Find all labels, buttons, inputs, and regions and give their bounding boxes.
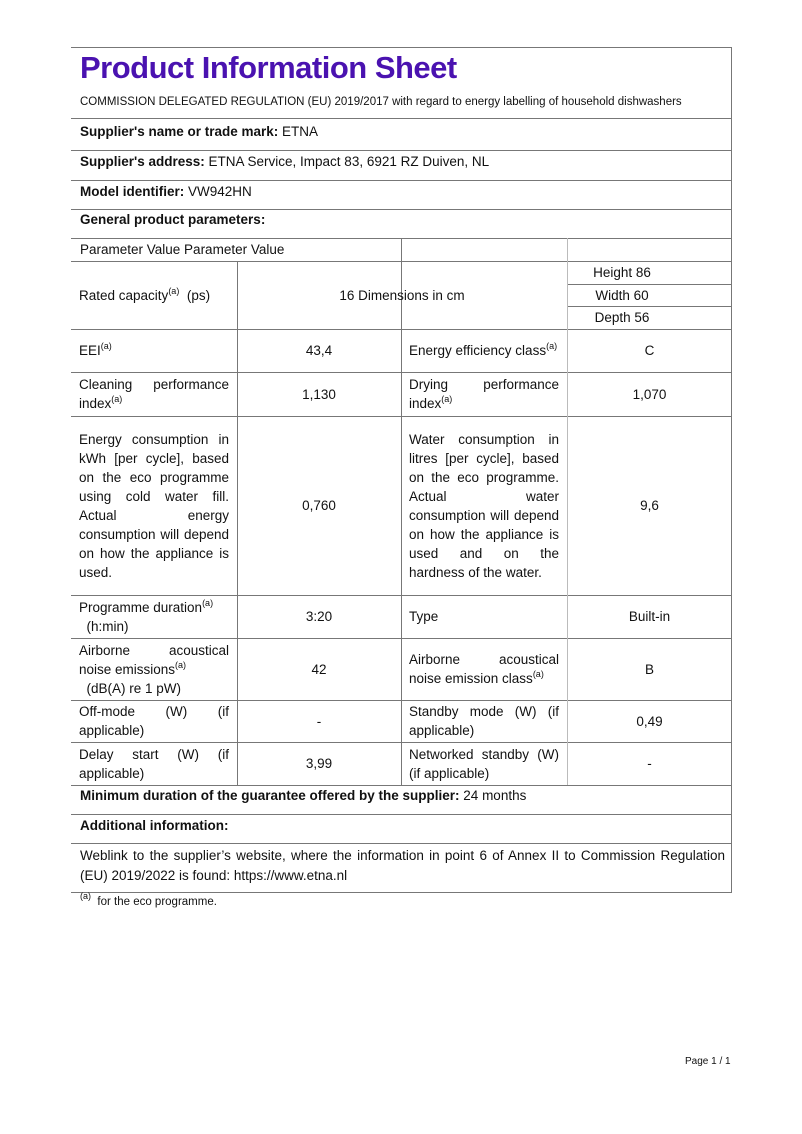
rated-capacity-label: Rated capacity(a) (ps) xyxy=(71,261,237,329)
unit-text: (dB(A) re 1 pW) xyxy=(86,680,182,696)
general-params-label: General product parameters: xyxy=(80,212,266,227)
energy-class-value: C xyxy=(644,343,655,358)
water-consumption-label: Water consumption in litres [per cycle],… xyxy=(409,431,559,580)
model-value: VW942HN xyxy=(188,184,252,199)
superscript: (a) xyxy=(546,341,558,351)
type-value: Built-in xyxy=(628,609,671,624)
divider xyxy=(71,209,732,210)
divider xyxy=(567,306,732,307)
noise-value: 42 xyxy=(311,661,327,677)
standby-label: Standby mode (W) (if applicable) xyxy=(409,704,559,738)
page-title: Product Information Sheet xyxy=(80,50,457,85)
cleaning-label: Cleaning performance index(a) xyxy=(71,372,237,416)
standby-value: 0,49 xyxy=(636,713,663,729)
energy-consumption-label: Energy consumption in kWh [per cycle], b… xyxy=(79,431,229,580)
duration-value: 3:20 xyxy=(305,609,333,624)
noise-class-value: B xyxy=(644,661,654,677)
divider xyxy=(71,150,732,151)
label-text: Programme duration xyxy=(79,599,203,615)
depth-value: Depth 56 xyxy=(594,310,650,325)
divider xyxy=(71,892,732,893)
delay-start-value: 3,99 xyxy=(305,756,333,771)
superscript: (a) xyxy=(202,597,214,608)
page-number: Page 1 / 1 xyxy=(685,1056,731,1067)
footnote: (a) for the eco programme. xyxy=(80,892,217,909)
label-text: Cleaning performance index xyxy=(79,377,229,411)
unit-text: (h:min) xyxy=(86,618,129,634)
guarantee-row: Minimum duration of the guarantee offere… xyxy=(80,788,526,803)
divider xyxy=(71,814,732,815)
general-params-row: General product parameters: xyxy=(80,212,265,227)
label-text: EEI xyxy=(79,343,101,358)
superscript: (a) xyxy=(532,669,544,679)
noise-label: Airborne acoustical noise emissions(a) (… xyxy=(71,638,237,700)
supplier-name-value: ETNA xyxy=(282,124,319,139)
delay-start-label: Delay start (W) (if applicable) xyxy=(79,746,229,781)
eei-value: 43,4 xyxy=(305,343,333,358)
guarantee-label: Minimum duration of the guarantee offere… xyxy=(80,788,460,803)
column-line xyxy=(401,238,402,785)
off-mode-label: Off-mode (W) (if applicable) xyxy=(79,704,229,738)
divider xyxy=(71,118,732,119)
noise-class-label: Airborne acoustical noise emission class… xyxy=(401,638,567,700)
height-value: Height 86 xyxy=(593,265,651,280)
superscript: (a) xyxy=(80,891,91,901)
networked-standby-label: Networked standby (W) (if applicable) xyxy=(409,746,559,781)
sheet-frame xyxy=(71,47,732,893)
additional-info-label: Additional information: xyxy=(80,818,229,833)
supplier-address-label: Supplier's address: xyxy=(80,154,205,169)
divider xyxy=(71,843,732,844)
column-line xyxy=(237,261,238,785)
supplier-address-value: ETNA Service, Impact 83, 6921 RZ Duiven,… xyxy=(208,154,490,169)
label-text: Energy efficiency class xyxy=(409,343,547,358)
superscript: (a) xyxy=(168,285,180,296)
superscript: (a) xyxy=(441,394,453,404)
model-label: Model identifier: xyxy=(80,184,185,199)
energy-consumption-value: 0,760 xyxy=(302,498,336,513)
model-row: Model identifier: VW942HN xyxy=(80,184,252,199)
width-value: Width 60 xyxy=(595,287,649,303)
label-text: Airborne acoustical noise emissions xyxy=(79,642,229,677)
superscript: (a) xyxy=(175,659,187,670)
off-mode-value: - xyxy=(316,713,322,729)
supplier-name-label: Supplier's name or trade mark: xyxy=(80,124,279,139)
table-header: Parameter Value Parameter Value xyxy=(80,242,285,257)
label-text: Airborne acoustical noise emission class xyxy=(409,652,559,686)
rated-capacity-value: 16 Dimensions in cm xyxy=(339,287,465,303)
divider xyxy=(71,180,732,181)
energy-class-label: Energy efficiency class(a) xyxy=(401,329,567,372)
divider xyxy=(71,785,732,786)
unit-text: (ps) xyxy=(186,287,211,303)
column-line xyxy=(567,238,568,785)
supplier-address-row: Supplier's address: ETNA Service, Impact… xyxy=(80,154,489,169)
superscript: (a) xyxy=(111,394,123,404)
superscript: (a) xyxy=(100,341,112,351)
supplier-name-row: Supplier's name or trade mark: ETNA xyxy=(80,124,318,139)
water-consumption-value: 9,6 xyxy=(640,498,659,513)
eei-label: EEI(a) xyxy=(71,329,237,372)
type-label: Type xyxy=(409,609,439,624)
label-text: Rated capacity xyxy=(79,287,169,303)
drying-value: 1,070 xyxy=(632,386,667,402)
cleaning-value: 1,130 xyxy=(302,386,336,402)
duration-label: Programme duration(a) (h:min) xyxy=(71,595,237,638)
additional-info-row: Additional information: xyxy=(80,818,228,833)
weblink-text: Weblink to the supplier’s website, where… xyxy=(80,848,725,883)
divider xyxy=(567,284,732,285)
footnote-text: for the eco programme. xyxy=(97,896,217,908)
drying-label: Drying performance index(a) xyxy=(401,372,567,416)
regulation-text: COMMISSION DELEGATED REGULATION (EU) 201… xyxy=(80,96,682,108)
label-text: Drying performance index xyxy=(409,377,559,411)
guarantee-value: 24 months xyxy=(463,788,527,803)
networked-standby-value: - xyxy=(647,756,652,771)
